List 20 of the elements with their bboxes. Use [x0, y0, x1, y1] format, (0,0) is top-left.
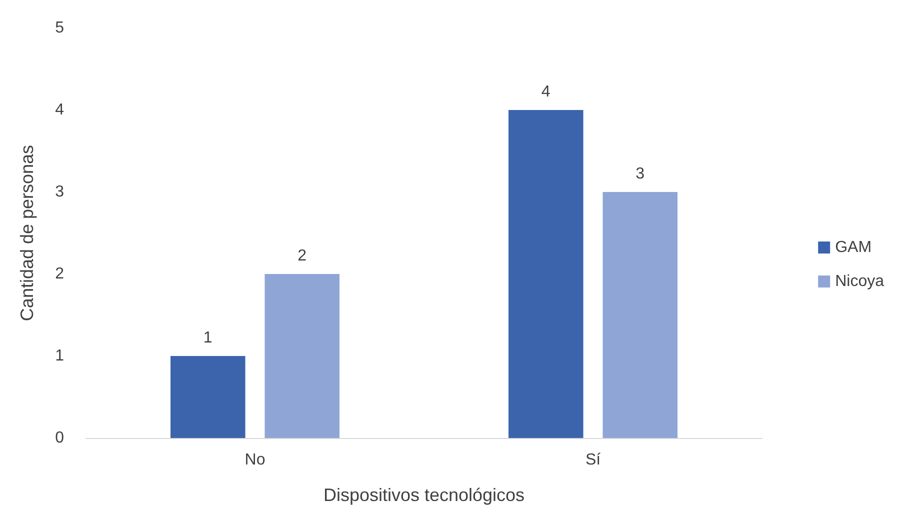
y-axis-title: Cantidad de personas	[17, 144, 37, 322]
y-tick-label: 3	[55, 184, 64, 200]
data-label: 2	[298, 248, 307, 264]
y-tick-label: 5	[55, 20, 64, 36]
data-label: 1	[203, 330, 212, 346]
y-tick-label: 0	[55, 430, 64, 446]
y-tick-label: 2	[55, 266, 64, 282]
x-tick-label: No	[244, 452, 266, 468]
data-label: 4	[541, 84, 550, 100]
y-tick-label: 1	[55, 348, 64, 364]
bar	[602, 192, 678, 438]
bar	[170, 356, 246, 438]
bar	[264, 274, 340, 438]
legend-label: GAM	[835, 239, 872, 256]
legend-label: Nicoya	[835, 273, 884, 290]
y-tick-label: 4	[55, 102, 64, 118]
bar	[508, 110, 584, 438]
data-label: 3	[636, 166, 645, 182]
x-axis-title: Dispositivos tecnológicos	[323, 485, 525, 505]
x-tick-label: Sí	[585, 452, 602, 468]
